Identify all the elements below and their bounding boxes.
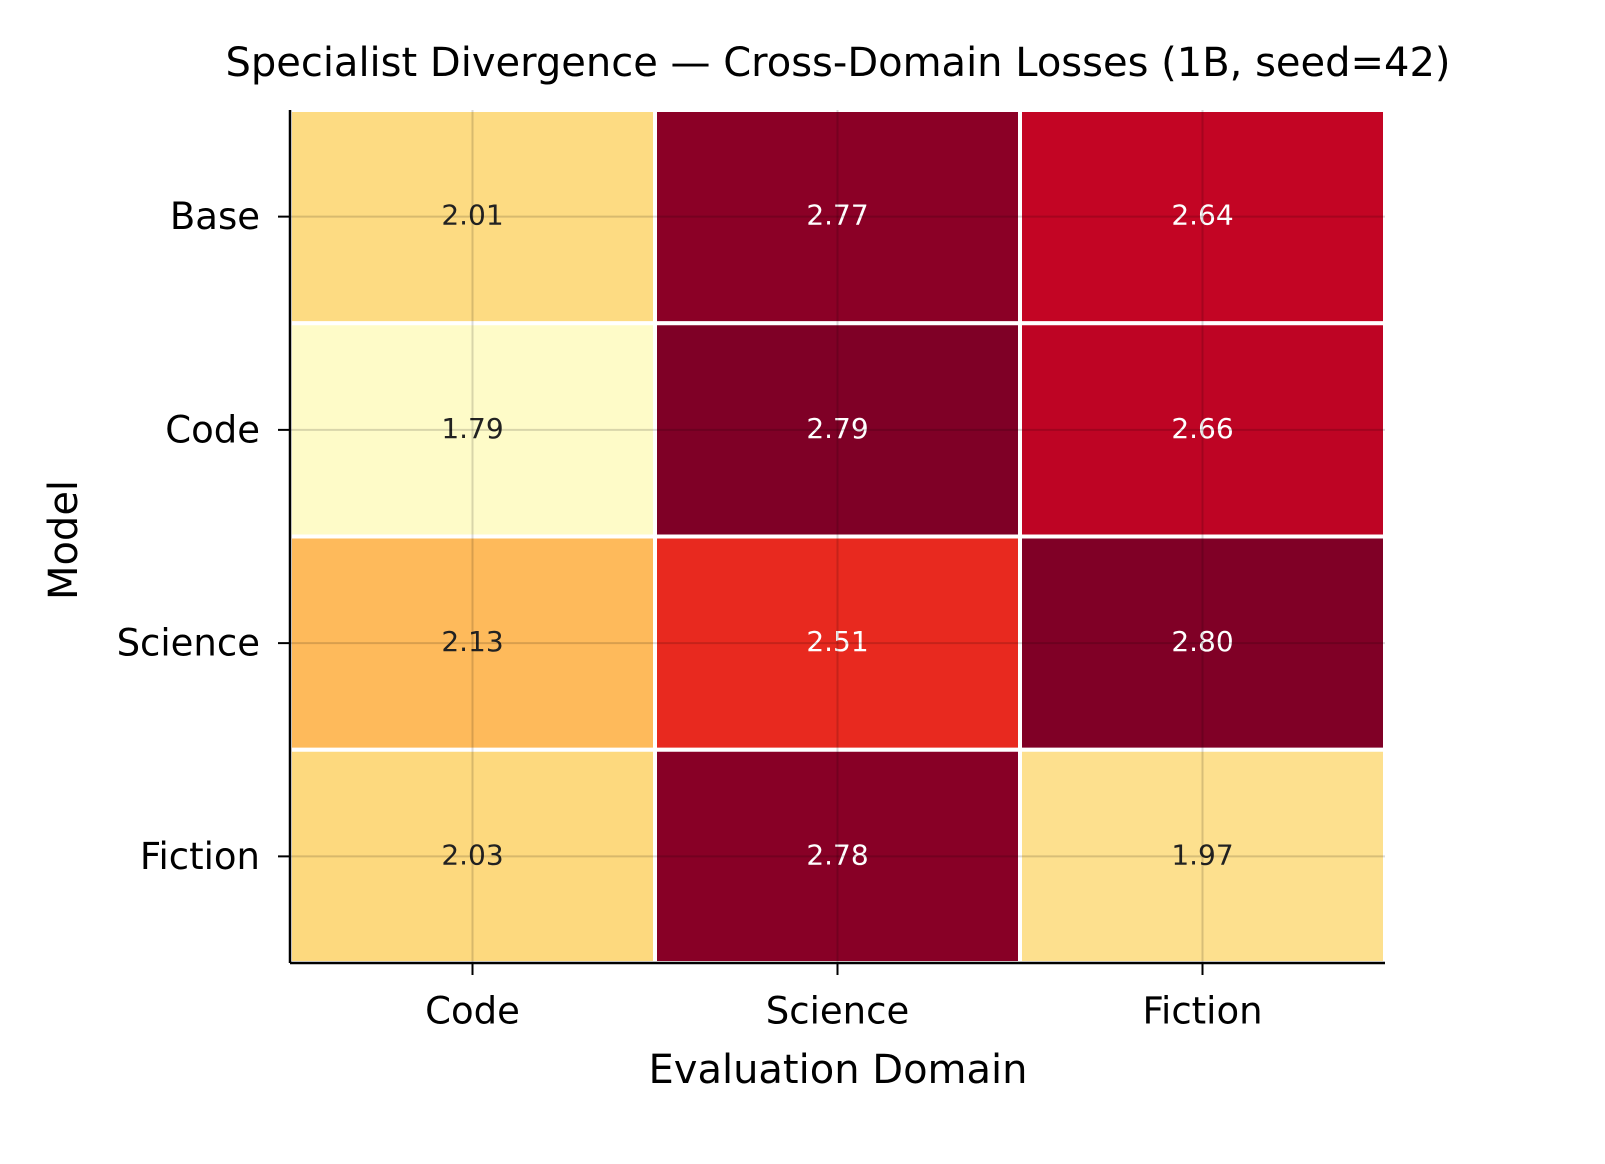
heatmap-cell xyxy=(1018,108,1387,326)
x-tick-label: Fiction xyxy=(1142,990,1262,1033)
heatmap-cell xyxy=(653,534,1022,752)
heatmap-cell xyxy=(288,108,657,326)
x-tick-label: Code xyxy=(425,990,520,1033)
cell-label: 2.80 xyxy=(1171,625,1233,658)
cell-label: 1.97 xyxy=(1171,838,1233,871)
y-tick-label: Science xyxy=(117,622,260,665)
cell-label: 2.77 xyxy=(806,199,868,232)
cell-label: 2.01 xyxy=(441,199,503,232)
cell-label: 2.78 xyxy=(806,838,868,871)
heatmap-cell xyxy=(653,108,1022,326)
y-axis-label: Model xyxy=(41,480,87,600)
heatmap-cell xyxy=(1018,747,1387,965)
heatmap-cell xyxy=(1018,534,1387,752)
y-tick-label: Code xyxy=(165,408,260,451)
cell-label: 2.79 xyxy=(806,412,868,445)
cell-label: 2.66 xyxy=(1171,412,1233,445)
x-tick-label: Science xyxy=(766,990,909,1033)
cell-label: 2.64 xyxy=(1171,199,1233,232)
cell-label: 1.79 xyxy=(441,412,503,445)
cell-label: 2.13 xyxy=(441,625,503,658)
x-axis-label: Evaluation Domain xyxy=(649,1047,1028,1093)
chart-title: Specialist Divergence — Cross-Domain Los… xyxy=(225,40,1450,86)
cell-label: 2.03 xyxy=(441,838,503,871)
cell-label: 2.51 xyxy=(806,625,868,658)
y-tick-label: Base xyxy=(170,195,260,238)
y-tick-label: Fiction xyxy=(140,835,260,878)
